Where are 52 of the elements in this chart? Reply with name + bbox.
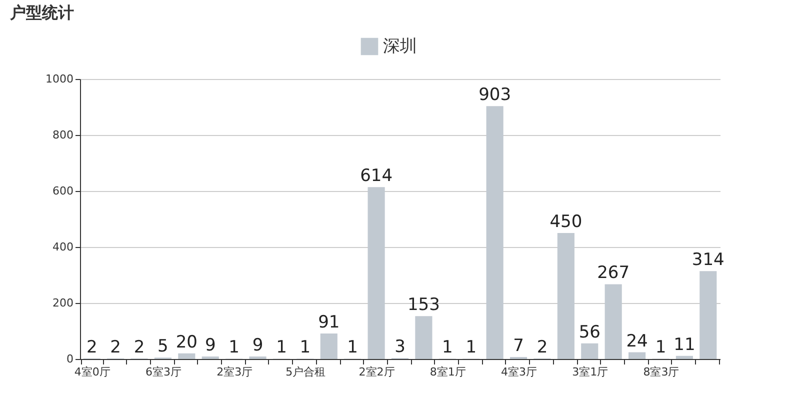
- y-tick-label: 1000: [46, 72, 74, 86]
- data-label: 11: [674, 334, 696, 355]
- data-label: 5: [158, 336, 168, 357]
- data-label: 1: [466, 338, 477, 358]
- bar: [581, 343, 598, 359]
- x-tick-label: 8室1厅: [430, 366, 466, 378]
- x-tick-label: 6室3厅: [145, 366, 182, 378]
- legend-label: 深圳: [383, 36, 417, 56]
- data-label: 20: [176, 332, 198, 352]
- bar: [415, 316, 432, 359]
- data-label: 91: [318, 312, 340, 333]
- data-label: 2: [110, 337, 121, 358]
- data-label: 1: [300, 338, 311, 358]
- data-label: 314: [692, 250, 724, 270]
- data-label: 2: [536, 337, 548, 358]
- bar: [628, 352, 646, 359]
- bar: [249, 356, 266, 359]
- bar: [202, 356, 219, 359]
- y-tick-label: 0: [66, 352, 74, 366]
- data-label: 2: [86, 337, 98, 358]
- y-tick-label: 200: [52, 296, 74, 310]
- data-label: 1: [442, 338, 453, 358]
- data-label: 614: [360, 166, 393, 186]
- x-tick-label: 4室0厅: [74, 366, 110, 378]
- data-label: 267: [597, 263, 630, 284]
- chart-title: 户型统计: [9, 3, 74, 22]
- data-label: 7: [513, 336, 524, 356]
- x-tick-label: 2室2厅: [358, 366, 395, 378]
- data-label: 450: [550, 212, 582, 232]
- data-label: 3: [394, 337, 406, 358]
- bar: [320, 334, 338, 359]
- data-label: 903: [478, 85, 512, 106]
- data-label: 1: [347, 338, 358, 358]
- data-label: 56: [578, 322, 600, 342]
- data-label: 1: [655, 338, 666, 358]
- data-label: 9: [252, 335, 264, 356]
- data-label: 153: [407, 295, 440, 316]
- x-tick-label: 4室3厅: [501, 366, 538, 378]
- bar: [676, 356, 693, 359]
- data-label: 1: [228, 338, 240, 358]
- bar: [178, 353, 196, 359]
- data-label: 2: [134, 337, 145, 358]
- y-tick-label: 400: [52, 240, 74, 254]
- data-label: 24: [626, 331, 648, 352]
- data-label: 1: [276, 338, 287, 358]
- y-tick-label: 600: [52, 184, 74, 198]
- x-tick-label: 8室3厅: [643, 366, 680, 378]
- data-label: 9: [204, 335, 216, 356]
- x-tick-label: 2室3厅: [216, 366, 253, 378]
- x-tick-label: 5户合租: [286, 366, 326, 378]
- y-tick-label: 800: [52, 128, 74, 142]
- x-tick-label: 3室1厅: [572, 366, 608, 378]
